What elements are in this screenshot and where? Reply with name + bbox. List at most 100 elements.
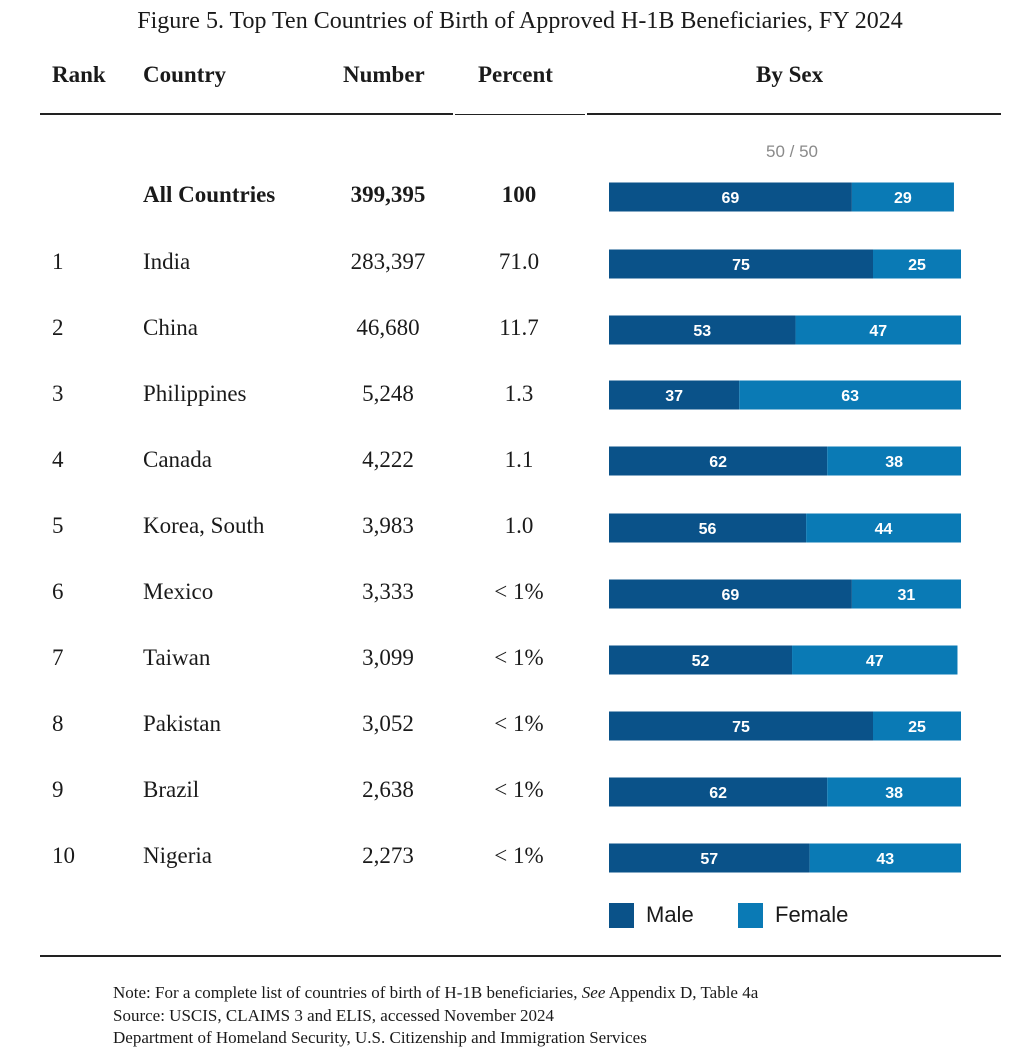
note-see: See [581,983,606,1002]
rank-cell: 3 [52,381,64,406]
rank-cell: 5 [52,513,64,538]
percent-cell: < 1% [494,843,544,868]
bar-label-male: 52 [692,653,710,670]
bar-label-male: 62 [709,785,727,802]
bar-male [609,513,807,543]
country-cell: Nigeria [143,843,212,868]
legend-swatch-female [738,902,763,928]
bar-male [609,182,852,212]
agency-line: Department of Homeland Security, U.S. Ci… [113,1028,647,1047]
header-rank: Rank [52,62,106,87]
percent-cell: 1.3 [504,381,534,406]
country-cell: India [143,249,191,274]
bar-female [809,843,961,873]
bar-label-female: 47 [869,323,887,340]
number-cell: 2,638 [362,777,414,802]
bar-male [609,579,852,609]
rank-cell: 7 [52,645,64,670]
bar-label-female: 25 [908,719,926,736]
note-suffix: Appendix D, Table 4a [605,983,759,1002]
note-line: Note: For a complete list of countries o… [113,982,758,1005]
country-cell: Brazil [143,777,200,802]
percent-cell: < 1% [494,645,544,670]
number-cell: 3,983 [362,513,414,538]
bar-label-female: 31 [898,587,916,604]
legend-swatch-male [609,902,634,928]
figure-title: Figure 5. Top Ten Countries of Birth of … [137,8,903,34]
bar-label-male: 56 [699,521,717,538]
bar-label-male: 57 [700,851,718,868]
number-cell: 3,099 [362,645,414,670]
bar-female [873,711,961,741]
source-line: Source: USCIS, CLAIMS 3 and ELIS, access… [113,1005,554,1025]
bar-male [609,446,828,476]
bar-female [792,645,958,675]
bar-female [851,182,954,212]
bar-label-female: 63 [841,388,859,405]
bar-label-female: 47 [866,653,884,670]
bar-label-male: 53 [693,323,711,340]
rank-cell: 6 [52,579,64,604]
reference-label: 50 / 50 [766,142,818,161]
legend-label-female: Female [775,902,849,927]
percent-cell: 1.0 [504,513,534,538]
legend-label-male: Male [646,902,694,927]
bar-label-male: 75 [732,257,750,274]
footer-rule [40,955,1001,957]
rank-cell: 8 [52,711,64,736]
country-cell: Taiwan [143,645,211,670]
bar-label-female: 43 [876,851,894,868]
bar-female [873,249,961,279]
number-cell: 3,333 [362,579,414,604]
percent-cell: < 1% [494,579,544,604]
country-cell: China [143,315,198,340]
header-by-sex: By Sex [756,62,824,87]
percent-cell: < 1% [494,777,544,802]
bar-female [851,579,961,609]
country-cell: All Countries [143,182,276,207]
bar-female [827,777,961,807]
percent-cell: 1.1 [504,447,534,472]
legend-item-male: Male [609,902,694,928]
percent-cell: < 1% [494,711,544,736]
number-cell: 3,052 [362,711,414,736]
bar-male [609,315,796,345]
rank-cell: 2 [52,315,64,340]
bar-male [609,249,873,279]
bar-label-male: 69 [722,190,740,207]
bar-male [609,777,828,807]
rank-cell: 4 [52,447,64,472]
number-cell: 5,248 [362,381,414,406]
percent-cell: 11.7 [499,315,539,340]
number-cell: 4,222 [362,447,414,472]
rank-cell: 10 [52,843,75,868]
percent-cell: 71.0 [498,249,540,274]
bar-label-female: 38 [885,454,903,471]
bar-label-male: 62 [709,454,727,471]
number-cell: 283,397 [350,249,426,274]
header-country: Country [143,62,227,87]
number-cell: 46,680 [356,315,420,340]
bar-male [609,645,793,675]
bar-female [795,315,961,345]
header-rule-right [587,113,1001,115]
country-cell: Canada [143,447,212,472]
bar-label-female: 38 [885,785,903,802]
header-number: Number [343,62,425,87]
bar-female [806,513,961,543]
note-prefix: Note: For a complete list of countries o… [113,983,582,1002]
notes: Note: For a complete list of countries o… [113,982,758,1050]
percent-cell: 100 [501,182,537,207]
bar-female [827,446,961,476]
country-cell: Philippines [143,381,247,406]
number-cell: 399,395 [350,182,426,207]
bar-male [609,711,873,741]
bar-label-female: 25 [908,257,926,274]
header-rule-left [40,113,453,115]
number-cell: 2,273 [362,843,414,868]
header-rule-mid [455,114,585,115]
bar-label-female: 44 [875,521,893,538]
country-cell: Mexico [143,579,214,604]
header-percent: Percent [478,62,553,87]
